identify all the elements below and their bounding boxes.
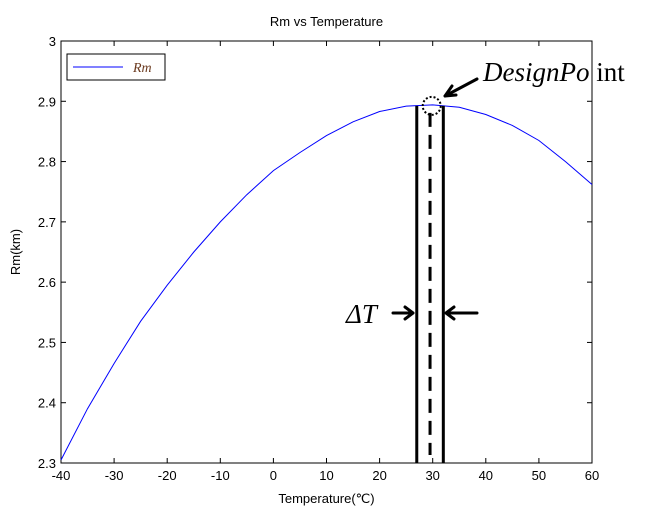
y-tick-label: 2.3: [38, 456, 56, 471]
tick-labels-group: -40 -30 -20 -10 0 10 20 30 40 50 60 2.3 2.4 2.5 2.6 2.7…: [38, 34, 599, 483]
x-tick-label: 10: [319, 468, 333, 483]
y-tick-label: 2.8: [38, 155, 56, 170]
y-tick-label: 3: [49, 34, 56, 49]
y-axis-title: Rm(km): [8, 229, 23, 275]
x-tick-label: -40: [52, 468, 71, 483]
y-tick-label: 2.5: [38, 335, 56, 350]
x-tick-label: 60: [585, 468, 599, 483]
design-point-label-upright: int: [589, 57, 625, 87]
x-tick-label: 30: [425, 468, 439, 483]
x-tick-label: 20: [372, 468, 386, 483]
plot-area: [60, 40, 593, 464]
series-layer: [60, 104, 593, 461]
legend: Rm: [66, 53, 166, 81]
x-tick-label: -30: [105, 468, 124, 483]
design-point-label-italic: DesignPo: [482, 57, 589, 87]
delta-t-arrow-left: [391, 305, 415, 321]
x-tick-label: -10: [211, 468, 230, 483]
y-tick-label: 2.7: [38, 215, 56, 230]
x-tick-label: 0: [270, 468, 277, 483]
delta-t-arrow-right: [444, 305, 479, 321]
design-point-arrow: [443, 77, 479, 98]
series-line-rm: [60, 104, 593, 461]
x-axis-title: Temperature(℃): [278, 491, 374, 506]
x-tick-label: -20: [158, 468, 177, 483]
x-tick-label: 50: [532, 468, 546, 483]
annotation-layer: DesignPo int ΔT: [345, 57, 625, 463]
design-point-label: DesignPo int: [482, 57, 625, 87]
chart-title: Rm vs Temperature: [270, 14, 383, 29]
y-tick-label: 2.9: [38, 94, 56, 109]
ticks-group: [60, 40, 593, 464]
legend-label-rm: Rm: [132, 61, 152, 76]
delta-t-label: ΔT: [345, 299, 379, 329]
design-point-marker: [421, 95, 442, 116]
y-tick-label: 2.4: [38, 396, 56, 411]
x-tick-label: 40: [479, 468, 493, 483]
y-tick-label: 2.6: [38, 275, 56, 290]
